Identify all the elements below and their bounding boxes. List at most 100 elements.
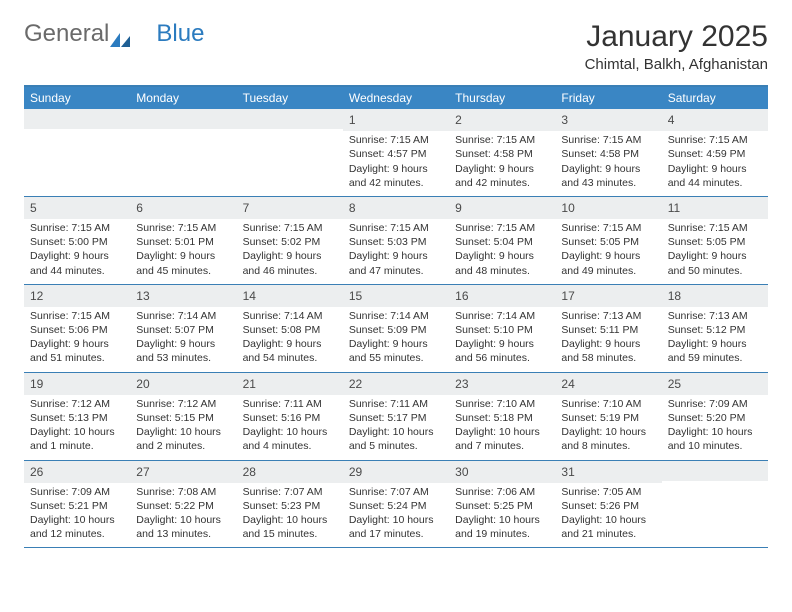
- weekday-header: Wednesday: [343, 87, 449, 109]
- day-number: 10: [555, 197, 661, 219]
- day-number: [237, 109, 343, 129]
- day-number: [130, 109, 236, 129]
- day-cell: 3Sunrise: 7:15 AMSunset: 4:58 PMDaylight…: [555, 109, 661, 196]
- month-title: January 2025: [585, 20, 768, 54]
- day-cell: 24Sunrise: 7:10 AMSunset: 5:19 PMDayligh…: [555, 373, 661, 460]
- day-number: 5: [24, 197, 130, 219]
- day-number: 31: [555, 461, 661, 483]
- day-cell: 15Sunrise: 7:14 AMSunset: 5:09 PMDayligh…: [343, 285, 449, 372]
- day-details: Sunrise: 7:14 AMSunset: 5:07 PMDaylight:…: [130, 307, 236, 372]
- day-cell: 27Sunrise: 7:08 AMSunset: 5:22 PMDayligh…: [130, 461, 236, 548]
- logo-sail-icon: [110, 26, 132, 42]
- day-cell: 19Sunrise: 7:12 AMSunset: 5:13 PMDayligh…: [24, 373, 130, 460]
- day-details: Sunrise: 7:13 AMSunset: 5:12 PMDaylight:…: [662, 307, 768, 372]
- day-details: Sunrise: 7:05 AMSunset: 5:26 PMDaylight:…: [555, 483, 661, 548]
- day-details: Sunrise: 7:15 AMSunset: 5:04 PMDaylight:…: [449, 219, 555, 284]
- day-details: Sunrise: 7:11 AMSunset: 5:17 PMDaylight:…: [343, 395, 449, 460]
- day-cell: 7Sunrise: 7:15 AMSunset: 5:02 PMDaylight…: [237, 197, 343, 284]
- day-details: Sunrise: 7:15 AMSunset: 5:05 PMDaylight:…: [555, 219, 661, 284]
- title-block: January 2025 Chimtal, Balkh, Afghanistan: [585, 20, 768, 73]
- day-number: 24: [555, 373, 661, 395]
- day-number: 30: [449, 461, 555, 483]
- week-row: 12Sunrise: 7:15 AMSunset: 5:06 PMDayligh…: [24, 285, 768, 373]
- day-details: Sunrise: 7:06 AMSunset: 5:25 PMDaylight:…: [449, 483, 555, 548]
- day-cell: 31Sunrise: 7:05 AMSunset: 5:26 PMDayligh…: [555, 461, 661, 548]
- day-cell: 11Sunrise: 7:15 AMSunset: 5:05 PMDayligh…: [662, 197, 768, 284]
- day-details: Sunrise: 7:15 AMSunset: 5:03 PMDaylight:…: [343, 219, 449, 284]
- day-number: 14: [237, 285, 343, 307]
- day-details: Sunrise: 7:14 AMSunset: 5:10 PMDaylight:…: [449, 307, 555, 372]
- day-details: Sunrise: 7:15 AMSunset: 4:57 PMDaylight:…: [343, 131, 449, 196]
- day-details: Sunrise: 7:07 AMSunset: 5:24 PMDaylight:…: [343, 483, 449, 548]
- day-number: 6: [130, 197, 236, 219]
- day-number: 11: [662, 197, 768, 219]
- day-number: 17: [555, 285, 661, 307]
- day-number: [24, 109, 130, 129]
- day-details: Sunrise: 7:11 AMSunset: 5:16 PMDaylight:…: [237, 395, 343, 460]
- day-details: Sunrise: 7:12 AMSunset: 5:15 PMDaylight:…: [130, 395, 236, 460]
- week-row: 5Sunrise: 7:15 AMSunset: 5:00 PMDaylight…: [24, 197, 768, 285]
- week-row: 19Sunrise: 7:12 AMSunset: 5:13 PMDayligh…: [24, 373, 768, 461]
- day-cell: 23Sunrise: 7:10 AMSunset: 5:18 PMDayligh…: [449, 373, 555, 460]
- day-number: 15: [343, 285, 449, 307]
- day-cell: 5Sunrise: 7:15 AMSunset: 5:00 PMDaylight…: [24, 197, 130, 284]
- day-details: Sunrise: 7:12 AMSunset: 5:13 PMDaylight:…: [24, 395, 130, 460]
- day-cell: 21Sunrise: 7:11 AMSunset: 5:16 PMDayligh…: [237, 373, 343, 460]
- day-details: Sunrise: 7:15 AMSunset: 4:58 PMDaylight:…: [449, 131, 555, 196]
- day-cell: 6Sunrise: 7:15 AMSunset: 5:01 PMDaylight…: [130, 197, 236, 284]
- day-number: 13: [130, 285, 236, 307]
- day-cell: 25Sunrise: 7:09 AMSunset: 5:20 PMDayligh…: [662, 373, 768, 460]
- day-cell-empty: [662, 461, 768, 548]
- day-number: 23: [449, 373, 555, 395]
- location-text: Chimtal, Balkh, Afghanistan: [585, 56, 768, 73]
- day-details: Sunrise: 7:15 AMSunset: 5:06 PMDaylight:…: [24, 307, 130, 372]
- day-cell: 22Sunrise: 7:11 AMSunset: 5:17 PMDayligh…: [343, 373, 449, 460]
- weekday-header: Monday: [130, 87, 236, 109]
- day-cell: 14Sunrise: 7:14 AMSunset: 5:08 PMDayligh…: [237, 285, 343, 372]
- day-cell: 12Sunrise: 7:15 AMSunset: 5:06 PMDayligh…: [24, 285, 130, 372]
- day-details: Sunrise: 7:15 AMSunset: 5:00 PMDaylight:…: [24, 219, 130, 284]
- day-number: 4: [662, 109, 768, 131]
- weekday-header: Tuesday: [237, 87, 343, 109]
- day-details: Sunrise: 7:13 AMSunset: 5:11 PMDaylight:…: [555, 307, 661, 372]
- day-number: 1: [343, 109, 449, 131]
- day-number: 7: [237, 197, 343, 219]
- day-cell-empty: [24, 109, 130, 196]
- calendar-grid: SundayMondayTuesdayWednesdayThursdayFrid…: [24, 85, 768, 548]
- day-number: [662, 461, 768, 481]
- day-number: 2: [449, 109, 555, 131]
- day-cell: 20Sunrise: 7:12 AMSunset: 5:15 PMDayligh…: [130, 373, 236, 460]
- day-details: Sunrise: 7:15 AMSunset: 4:58 PMDaylight:…: [555, 131, 661, 196]
- day-number: 26: [24, 461, 130, 483]
- day-cell: 26Sunrise: 7:09 AMSunset: 5:21 PMDayligh…: [24, 461, 130, 548]
- day-number: 8: [343, 197, 449, 219]
- day-cell: 8Sunrise: 7:15 AMSunset: 5:03 PMDaylight…: [343, 197, 449, 284]
- day-number: 18: [662, 285, 768, 307]
- page-header: General Blue January 2025 Chimtal, Balkh…: [24, 20, 768, 73]
- day-cell: 4Sunrise: 7:15 AMSunset: 4:59 PMDaylight…: [662, 109, 768, 196]
- week-row: 1Sunrise: 7:15 AMSunset: 4:57 PMDaylight…: [24, 109, 768, 197]
- day-details: Sunrise: 7:15 AMSunset: 4:59 PMDaylight:…: [662, 131, 768, 196]
- day-cell-empty: [237, 109, 343, 196]
- day-number: 28: [237, 461, 343, 483]
- day-number: 9: [449, 197, 555, 219]
- logo-text-general: General: [24, 20, 109, 48]
- day-details: Sunrise: 7:07 AMSunset: 5:23 PMDaylight:…: [237, 483, 343, 548]
- day-cell: 10Sunrise: 7:15 AMSunset: 5:05 PMDayligh…: [555, 197, 661, 284]
- weekday-header: Friday: [555, 87, 661, 109]
- calendar-page: General Blue January 2025 Chimtal, Balkh…: [0, 0, 792, 568]
- day-number: 19: [24, 373, 130, 395]
- day-details: Sunrise: 7:14 AMSunset: 5:09 PMDaylight:…: [343, 307, 449, 372]
- day-cell: 30Sunrise: 7:06 AMSunset: 5:25 PMDayligh…: [449, 461, 555, 548]
- logo-text-blue: Blue: [156, 20, 204, 48]
- weeks-container: 1Sunrise: 7:15 AMSunset: 4:57 PMDaylight…: [24, 109, 768, 548]
- day-details: Sunrise: 7:10 AMSunset: 5:19 PMDaylight:…: [555, 395, 661, 460]
- day-cell: 28Sunrise: 7:07 AMSunset: 5:23 PMDayligh…: [237, 461, 343, 548]
- day-cell: 18Sunrise: 7:13 AMSunset: 5:12 PMDayligh…: [662, 285, 768, 372]
- day-number: 29: [343, 461, 449, 483]
- week-row: 26Sunrise: 7:09 AMSunset: 5:21 PMDayligh…: [24, 461, 768, 549]
- day-cell: 2Sunrise: 7:15 AMSunset: 4:58 PMDaylight…: [449, 109, 555, 196]
- day-cell: 29Sunrise: 7:07 AMSunset: 5:24 PMDayligh…: [343, 461, 449, 548]
- day-number: 12: [24, 285, 130, 307]
- day-cell: 13Sunrise: 7:14 AMSunset: 5:07 PMDayligh…: [130, 285, 236, 372]
